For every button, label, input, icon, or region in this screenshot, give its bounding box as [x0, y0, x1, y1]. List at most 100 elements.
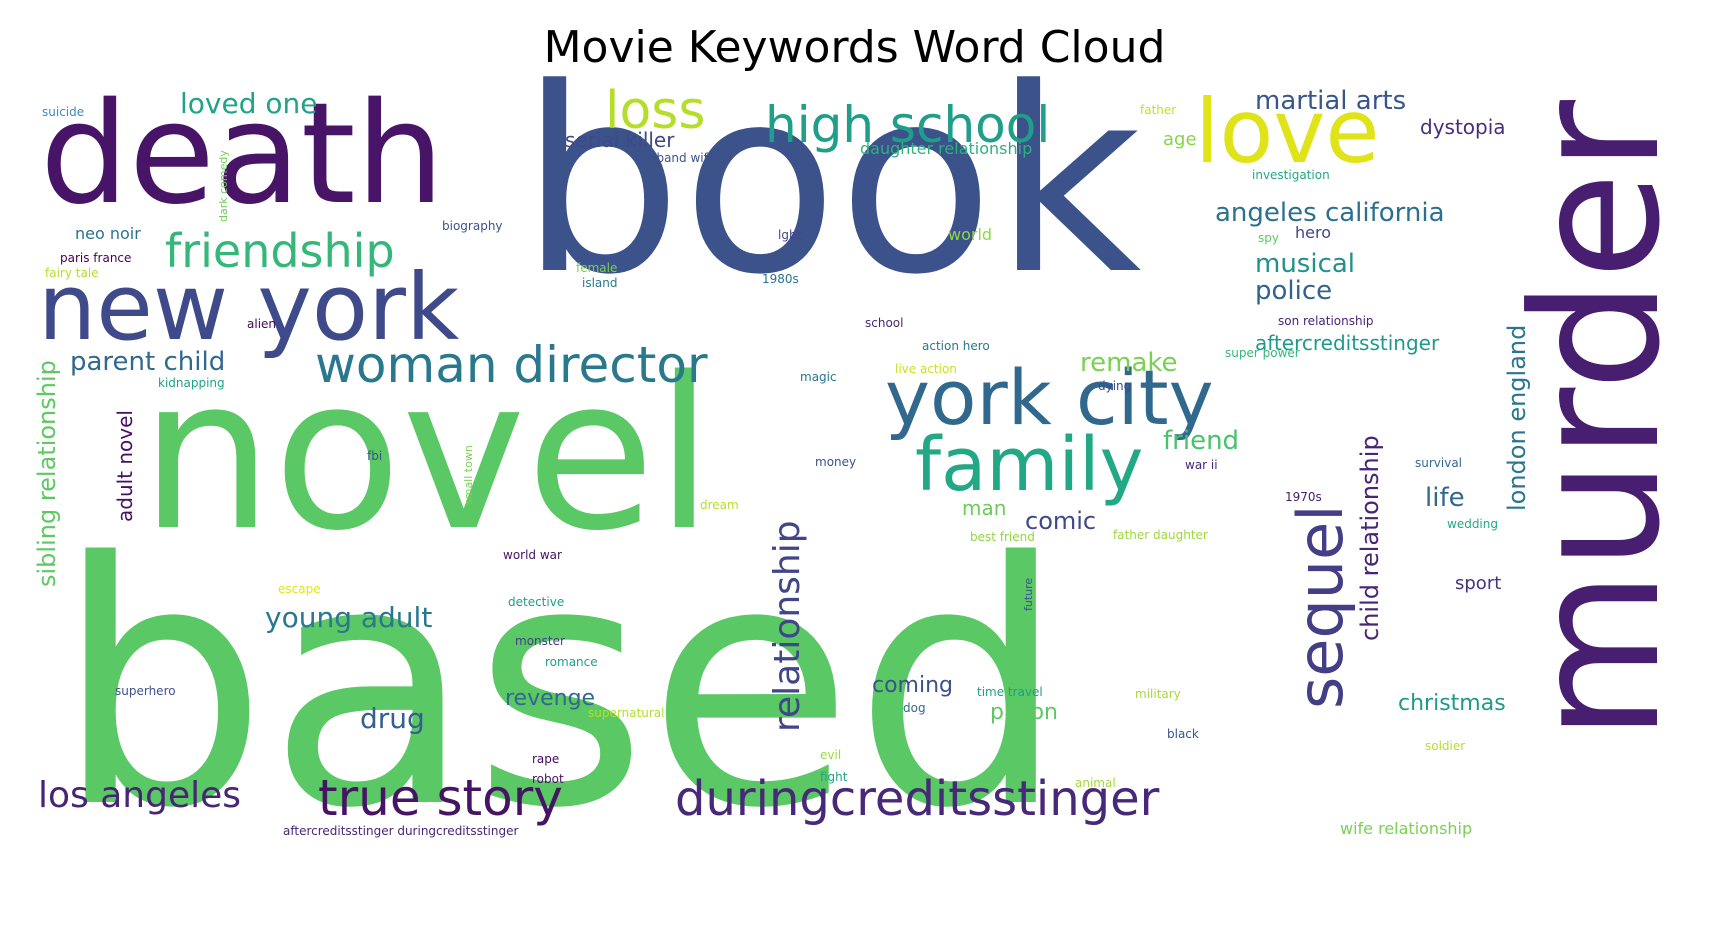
- word-aftercreditsstinger-duringcreditsstinger: aftercreditsstinger duringcreditsstinger: [283, 824, 519, 838]
- word-kidnapping: kidnapping: [158, 376, 225, 390]
- word-investigation: investigation: [1252, 168, 1330, 182]
- word-relationship: relationship: [767, 520, 808, 732]
- word-paris-france: paris france: [60, 251, 132, 265]
- word-new-york: new york: [38, 254, 460, 361]
- word-woman-director: woman director: [315, 336, 708, 394]
- word-musical: musical: [1255, 249, 1356, 279]
- word-age: age: [1163, 129, 1197, 150]
- word-war-ii: war ii: [1185, 458, 1218, 472]
- word-soldier: soldier: [1425, 739, 1466, 753]
- word-husband-wife: husband wife: [635, 151, 716, 165]
- word-prison: prison: [990, 700, 1058, 725]
- word-evil: evil: [820, 748, 842, 762]
- word-friend: friend: [1163, 426, 1240, 456]
- word-superhero: superhero: [115, 684, 176, 698]
- word-dying: dying: [1098, 379, 1132, 393]
- word-father: father: [1140, 103, 1177, 117]
- word-los-angeles: los angeles: [38, 775, 242, 816]
- word-action-hero: action hero: [922, 339, 990, 353]
- word-world: world: [948, 225, 993, 244]
- word-fight: fight: [820, 770, 848, 784]
- word-1980s: 1980s: [762, 272, 799, 286]
- word-dystopia: dystopia: [1420, 115, 1506, 139]
- word-money: money: [815, 455, 857, 469]
- word-world-war: world war: [503, 548, 562, 562]
- word-family: family: [915, 422, 1144, 508]
- chart-title: Movie Keywords Word Cloud: [543, 22, 1166, 73]
- word-york-city: york city: [885, 353, 1214, 442]
- word-island: island: [582, 276, 618, 290]
- word-remake: remake: [1080, 348, 1178, 378]
- word-parent-child: parent child: [70, 347, 226, 377]
- word-spy: spy: [1258, 231, 1279, 245]
- word-robot: robot: [532, 772, 564, 786]
- word-fbi: fbi: [367, 449, 383, 463]
- word-female: female: [576, 261, 618, 275]
- word-escape: escape: [278, 582, 321, 596]
- word-life: life: [1425, 483, 1465, 513]
- word-angeles-california: angeles california: [1215, 198, 1445, 228]
- word-christmas: christmas: [1398, 691, 1506, 716]
- word-death: death: [40, 73, 445, 236]
- word-true-story: true story: [318, 769, 563, 827]
- word-revenge: revenge: [505, 686, 596, 711]
- word-comic: comic: [1025, 507, 1097, 535]
- word-aftercreditsstinger: aftercreditsstinger: [1255, 331, 1440, 355]
- word-friendship: friendship: [165, 224, 395, 278]
- word-best-friend: best friend: [970, 530, 1035, 544]
- word-rape: rape: [532, 752, 560, 766]
- word-survival: survival: [1415, 456, 1463, 470]
- word-biography: biography: [442, 219, 503, 233]
- word-coming: coming: [872, 673, 954, 698]
- word-son-relationship: son relationship: [1278, 314, 1374, 328]
- word-london-england: london england: [1503, 324, 1531, 511]
- word-detective: detective: [508, 595, 565, 609]
- word-romance: romance: [545, 655, 598, 669]
- word-time-travel: time travel: [977, 685, 1043, 699]
- word-novel: novel: [140, 332, 714, 577]
- word-adult-novel: adult novel: [113, 410, 137, 522]
- word-1970s: 1970s: [1285, 490, 1322, 504]
- word-child-relationship: child relationship: [1356, 435, 1384, 641]
- word-suicide: suicide: [42, 105, 85, 119]
- word-dog: dog: [903, 701, 926, 715]
- word-black: black: [1167, 727, 1199, 741]
- word-animal: animal: [1075, 776, 1116, 790]
- word-loved-one: loved one: [180, 87, 318, 120]
- word-high-school: high school: [765, 96, 1051, 154]
- word-small-town: small town: [462, 445, 475, 505]
- word-book: book: [520, 34, 1142, 331]
- word-based: based: [55, 492, 1067, 882]
- word-love: love: [1195, 80, 1380, 183]
- word-sequel: sequel: [1284, 504, 1357, 709]
- word-fairy-tale: fairy tale: [45, 266, 99, 280]
- word-young-adult: young adult: [265, 601, 433, 634]
- word-serial-killer: serial killer: [565, 128, 675, 152]
- word-murder: murder: [1496, 100, 1699, 741]
- word-wife-relationship: wife relationship: [1340, 819, 1473, 838]
- word-lgbt: lgbt: [778, 228, 802, 242]
- word-daughter-relationship: daughter relationship: [860, 139, 1033, 158]
- word-father-daughter: father daughter: [1113, 528, 1208, 542]
- word-man: man: [962, 496, 1007, 520]
- word-future: future: [1022, 577, 1035, 611]
- word-super-power: super power: [1225, 346, 1300, 360]
- word-dream: dream: [700, 498, 739, 512]
- word-military: military: [1135, 687, 1181, 701]
- word-school: school: [865, 316, 904, 330]
- word-duringcreditsstinger: duringcreditsstinger: [675, 771, 1160, 827]
- word-monster: monster: [515, 634, 565, 648]
- word-dark-comedy: dark comedy: [217, 150, 230, 222]
- word-sport: sport: [1455, 573, 1502, 594]
- word-police: police: [1255, 276, 1333, 306]
- word-alien: alien: [247, 317, 277, 331]
- word-loss: loss: [605, 81, 706, 141]
- word-drug: drug: [360, 702, 425, 735]
- word-wedding: wedding: [1447, 517, 1498, 531]
- word-live-action: live action: [895, 362, 957, 376]
- word-supernatural: supernatural: [588, 706, 665, 720]
- word-neo-noir: neo noir: [75, 224, 141, 243]
- word-magic: magic: [800, 370, 837, 384]
- word-martial-arts: martial arts: [1255, 86, 1407, 116]
